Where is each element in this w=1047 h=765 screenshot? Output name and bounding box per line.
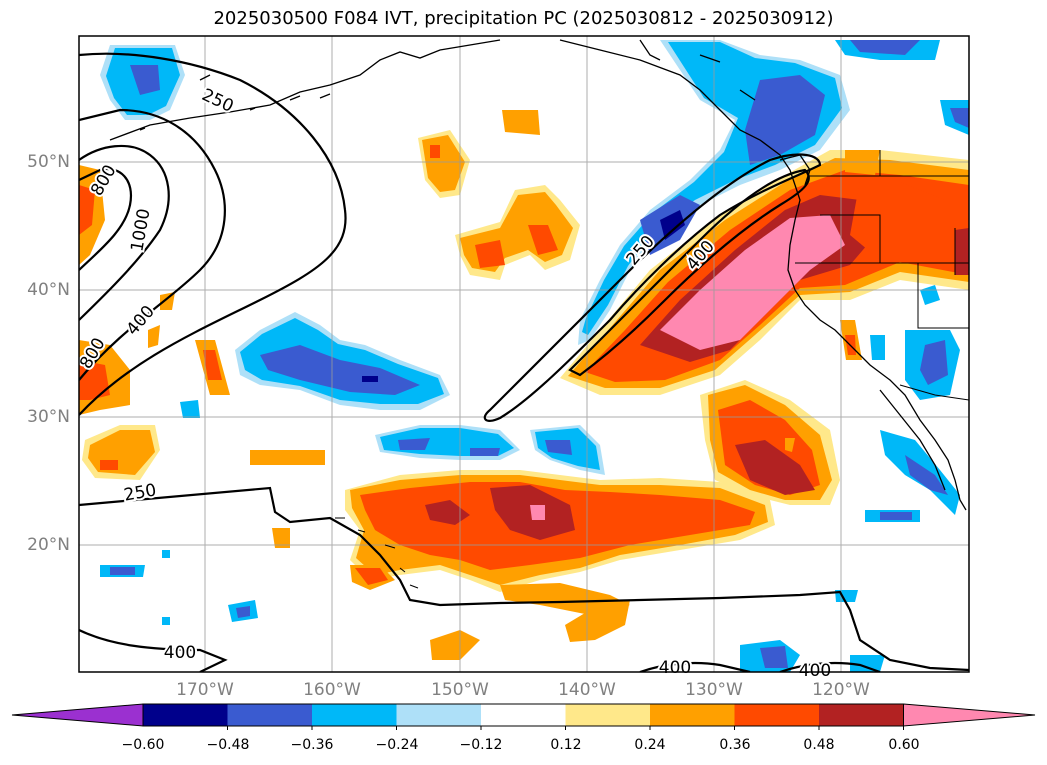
colorbar-tick: −0.48 (206, 737, 250, 753)
colorbar-tick: −0.60 (121, 737, 165, 753)
lon-label-160w: 160°W (303, 680, 361, 700)
colorbar-tick: −0.12 (459, 737, 503, 753)
colorbar-swatch (227, 704, 313, 726)
colorbar-tick: 0.24 (634, 737, 666, 753)
lat-label-20n: 20°N (27, 535, 70, 555)
colorbar-swatch (312, 704, 397, 726)
colorbar-frame (142, 703, 904, 727)
colorbar-tick: 0.48 (803, 737, 835, 753)
contour-label: 400 (799, 661, 831, 681)
lon-label-150w: 150°W (431, 680, 489, 700)
colorbar-tick: −0.24 (375, 737, 419, 753)
lat-label-30n: 30°N (27, 407, 70, 427)
coastlines (109, 39, 967, 511)
colorbar-tick: 0.12 (550, 737, 582, 753)
colorbar-swatch (396, 704, 482, 726)
colorbar-swatch (650, 704, 735, 726)
borders (795, 150, 969, 401)
lon-label-120w: 120°W (812, 680, 870, 700)
colorbar-swatch (143, 704, 228, 726)
map-frame (78, 35, 970, 673)
gridlines (79, 36, 969, 672)
colorbar-swatch (565, 704, 651, 726)
colorbar (11, 703, 1036, 730)
colorbar-extend-high (903, 703, 1036, 727)
lat-label-50n: 50°N (27, 152, 70, 172)
colorbar-swatch (481, 704, 566, 726)
colorbar-tick: −0.36 (290, 737, 334, 753)
lon-label-170w: 170°W (176, 680, 234, 700)
ar-field-pink (660, 215, 845, 350)
precip-fields (79, 40, 969, 672)
lon-label-130w: 130°W (685, 680, 743, 700)
map-title: 2025030500 F084 IVT, precipitation PC (2… (213, 8, 834, 29)
colorbar-swatch (819, 704, 904, 726)
lon-label-140w: 140°W (558, 680, 616, 700)
colorbar-swatch (734, 704, 820, 726)
colorbar-tick: 0.60 (888, 737, 920, 753)
colorbar-extend-low (11, 703, 144, 727)
contour-label: 400 (164, 643, 196, 663)
ivt-contours (79, 52, 969, 672)
lat-label-40n: 40°N (27, 280, 70, 300)
contour-label: 400 (659, 658, 691, 678)
colorbar-tick: 0.36 (719, 737, 751, 753)
islands (335, 517, 419, 589)
